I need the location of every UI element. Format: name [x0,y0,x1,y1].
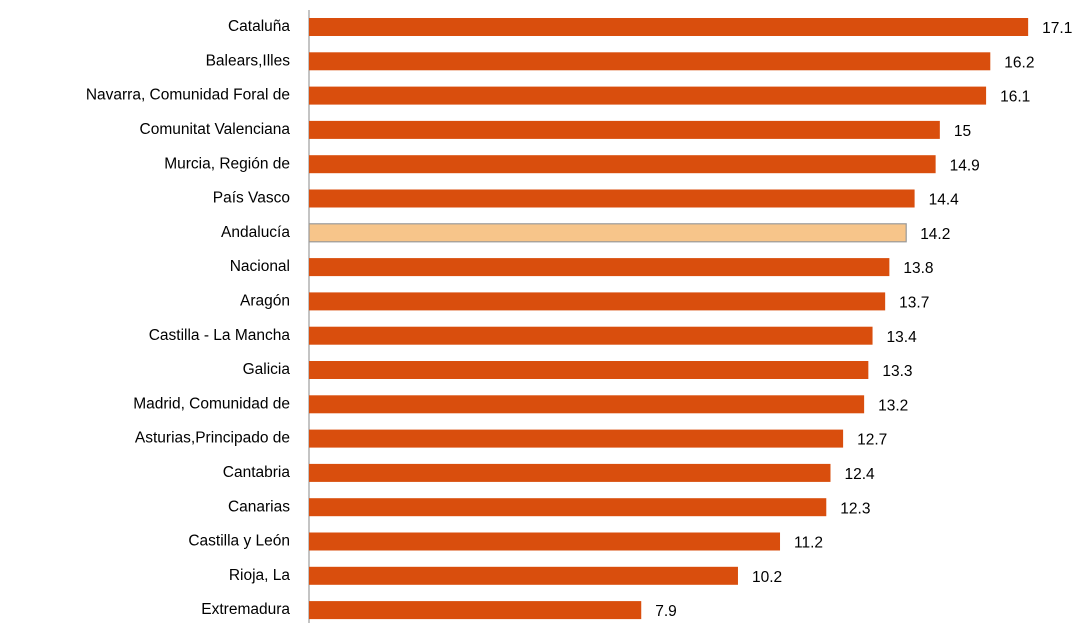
bar [309,326,873,345]
bar [309,566,738,585]
value-label: 13.2 [878,397,908,414]
value-label: 10.2 [752,569,782,586]
bar [309,258,890,277]
value-label: 16.1 [1000,89,1030,106]
value-label: 17.1 [1042,20,1072,37]
category-label: Rioja, La [229,567,291,584]
value-label: 12.4 [844,466,875,483]
bar [309,189,915,208]
category-label: Aragón [240,292,290,309]
value-label: 12.3 [840,500,870,517]
bar [309,292,886,311]
category-label: Castilla y León [188,533,290,550]
bar [309,463,831,482]
bar [309,532,781,551]
category-label: Castilla - La Mancha [149,327,291,344]
value-label: 13.3 [882,363,912,380]
value-label: 16.2 [1004,54,1034,71]
bar [309,52,991,71]
value-label: 7.9 [655,603,677,620]
bar [309,120,940,139]
category-label: Nacional [230,258,290,275]
value-label: 14.9 [950,157,980,174]
category-label: Canarias [228,498,290,515]
category-label: Asturias,Principado de [135,430,290,447]
value-label: 13.7 [899,294,929,311]
value-label: 14.2 [920,226,950,243]
value-label: 13.4 [887,329,918,346]
bar [309,155,936,174]
bar [309,429,844,448]
value-label: 11.2 [794,535,823,552]
category-label: Extremadura [201,601,290,618]
bar [309,86,987,105]
value-label: 13.8 [903,260,933,277]
value-label: 15 [954,123,971,140]
bar [309,498,827,517]
bar [309,361,869,379]
category-label: Murcia, Región de [164,155,290,172]
value-label: 14.4 [929,192,960,209]
category-label: País Vasco [213,190,290,207]
category-label: Madrid, Comunidad de [133,395,290,412]
value-label: 12.7 [857,432,887,449]
category-label: Comunitat Valenciana [140,121,291,138]
category-label: Cataluña [228,18,290,35]
bar [309,395,865,414]
category-label: Galicia [243,361,291,378]
category-label: Navarra, Comunidad Foral de [86,87,290,104]
category-label: Andalucía [221,224,290,241]
category-label: Balears,Illes [206,52,291,69]
bar [309,18,1029,36]
category-label: Cantabria [223,464,291,481]
bar [308,223,907,243]
bar [309,601,642,620]
